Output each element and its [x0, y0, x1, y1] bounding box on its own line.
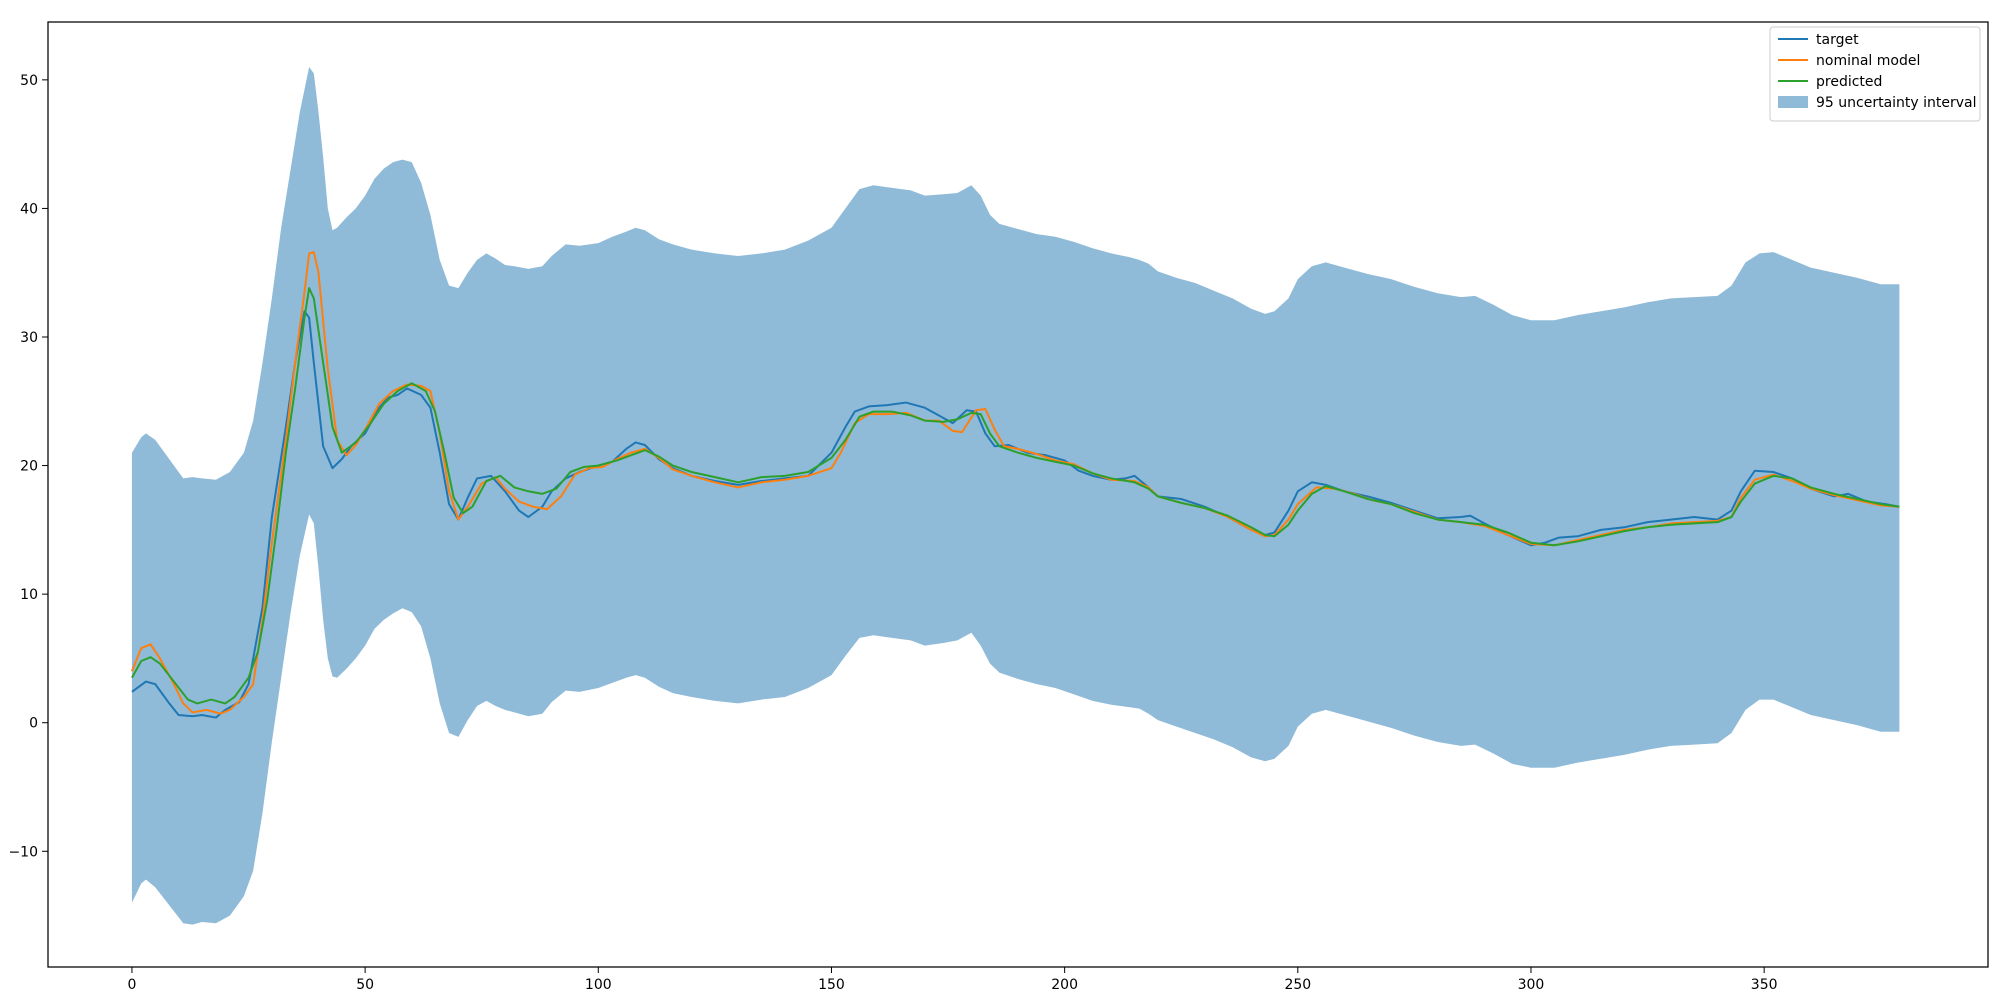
x-axis: 0 50 100 150 200 250 300 350	[127, 967, 1778, 993]
legend-label: nominal model	[1816, 53, 1920, 69]
y-tick-label: 50	[20, 73, 38, 89]
y-axis: −10 0 10 20 30 40 50	[8, 73, 48, 860]
legend-box	[1769, 26, 1981, 122]
legend-label: target	[1816, 32, 1859, 48]
legend: target nominal model predicted 95 uncertain…	[1769, 26, 1981, 122]
x-tick-label: 300	[1518, 977, 1545, 993]
x-tick-label: 0	[127, 977, 136, 993]
legend-swatch	[1778, 96, 1808, 108]
x-tick-label: 100	[585, 977, 612, 993]
x-tick-label: 200	[1051, 977, 1078, 993]
y-tick-label: 30	[20, 330, 38, 346]
x-tick-label: 150	[818, 977, 845, 993]
plot-frame	[47, 21, 1989, 968]
y-tick-label: 20	[20, 459, 38, 475]
x-tick-label: 350	[1751, 977, 1778, 993]
y-tick-label: −10	[8, 844, 38, 860]
uncertainty-band	[131, 67, 1900, 925]
y-tick-label: 10	[20, 587, 38, 603]
series-layer	[131, 251, 1900, 719]
x-tick-label: 250	[1284, 977, 1311, 993]
y-tick-label: 40	[20, 201, 38, 217]
series-line-predicted	[131, 287, 1900, 705]
uncertainty-band-layer	[131, 67, 1900, 925]
legend-label: predicted	[1816, 74, 1882, 90]
legend-label: 95 uncertainty interval	[1816, 95, 1977, 111]
y-tick-label: 0	[29, 716, 38, 732]
x-tick-label: 50	[356, 977, 374, 993]
